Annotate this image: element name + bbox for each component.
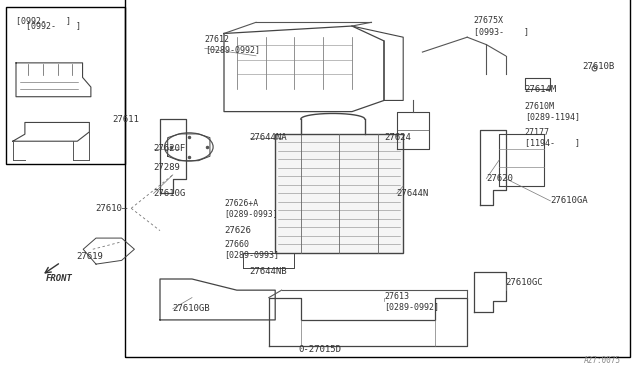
Bar [275,134,403,253]
Text: [0992-    ]: [0992- ] [26,22,81,31]
Text: 27610—: 27610— [96,204,128,213]
Text: 27620: 27620 [486,174,513,183]
Text: 27644N: 27644N [397,189,429,198]
Text: 27644NA: 27644NA [250,133,287,142]
Text: 27610GB: 27610GB [173,304,211,313]
Text: 27626+A
[0289-0993]: 27626+A [0289-0993] [224,199,278,218]
Text: 27644NB: 27644NB [250,267,287,276]
Text: 27675X
[0993-    ]: 27675X [0993- ] [474,16,529,36]
Text: 27177
[1194-    ]: 27177 [1194- ] [525,128,580,147]
Text: 27610B: 27610B [582,62,614,71]
Text: 27289: 27289 [154,163,180,172]
Text: 27610G: 27610G [154,189,186,198]
Text: [0992-    ]: [0992- ] [16,16,71,25]
Text: 27614M: 27614M [525,85,557,94]
Text: FRONT: FRONT [46,274,73,283]
Text: 27619: 27619 [77,252,104,261]
Text: 27660
[0289-0993]: 27660 [0289-0993] [224,240,279,259]
Text: 27613
[0289-0992]: 27613 [0289-0992] [384,292,439,311]
Text: 27610GA: 27610GA [550,196,588,205]
Text: 27612
[0289-0992]: 27612 [0289-0992] [205,35,260,54]
Text: 27610GC: 27610GC [506,278,543,287]
Text: 27626: 27626 [224,226,251,235]
Text: 27620F: 27620F [154,144,186,153]
Text: 0-27015D: 0-27015D [298,345,342,354]
Text: 27610M
[0289-1194]: 27610M [0289-1194] [525,102,580,121]
Bar [125,0,630,357]
Bar [6,7,125,164]
Text: A27:0075: A27:0075 [584,356,621,365]
Text: 27624: 27624 [384,133,411,142]
Text: 27611: 27611 [112,115,139,124]
